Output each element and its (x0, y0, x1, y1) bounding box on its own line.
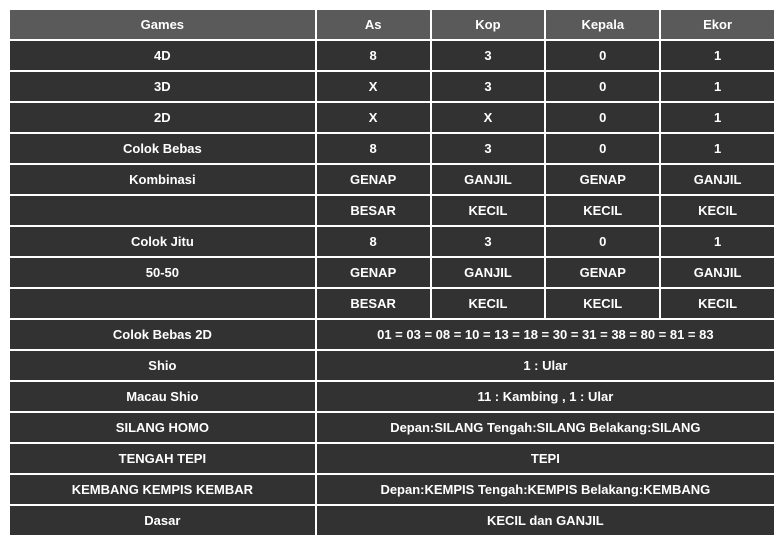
row-span-value: 11 : Kambing , 1 : Ular (317, 382, 774, 411)
row-label: Shio (10, 351, 315, 380)
row-cell: 3 (432, 41, 545, 70)
row-cell: KECIL (546, 289, 659, 318)
table-row-span: Shio1 : Ular (10, 351, 774, 380)
row-label: Colok Bebas 2D (10, 320, 315, 349)
row-cell: GENAP (546, 258, 659, 287)
row-label: 4D (10, 41, 315, 70)
row-cell: KECIL (432, 289, 545, 318)
row-cell: KECIL (546, 196, 659, 225)
row-label: KEMBANG KEMPIS KEMBAR (10, 475, 315, 504)
row-cell: 0 (546, 134, 659, 163)
games-table: Games As Kop Kepala Ekor 4D83013DX3012DX… (8, 8, 776, 537)
header-kepala: Kepala (546, 10, 659, 39)
row-span-value: 1 : Ular (317, 351, 774, 380)
row-cell: 0 (546, 227, 659, 256)
table-row: BESARKECILKECILKECIL (10, 196, 774, 225)
row-cell: 0 (546, 103, 659, 132)
row-label: TENGAH TEPI (10, 444, 315, 473)
row-span-value: Depan:KEMPIS Tengah:KEMPIS Belakang:KEMB… (317, 475, 774, 504)
row-label: 3D (10, 72, 315, 101)
row-cell: BESAR (317, 289, 430, 318)
row-cell: 3 (432, 72, 545, 101)
header-row: Games As Kop Kepala Ekor (10, 10, 774, 39)
row-label: Colok Bebas (10, 134, 315, 163)
row-cell: KECIL (661, 196, 774, 225)
row-cell: GENAP (546, 165, 659, 194)
table-row: 4D8301 (10, 41, 774, 70)
row-label: Macau Shio (10, 382, 315, 411)
row-cell: GANJIL (661, 258, 774, 287)
table-row-span: Macau Shio11 : Kambing , 1 : Ular (10, 382, 774, 411)
table-row: Colok Jitu8301 (10, 227, 774, 256)
row-cell: 0 (546, 41, 659, 70)
row-cell: 1 (661, 72, 774, 101)
row-cell: GANJIL (432, 258, 545, 287)
table-row: 3DX301 (10, 72, 774, 101)
row-label: 2D (10, 103, 315, 132)
row-cell: 0 (546, 72, 659, 101)
row-span-value: KECIL dan GANJIL (317, 506, 774, 535)
table-row-span: KEMBANG KEMPIS KEMBARDepan:KEMPIS Tengah… (10, 475, 774, 504)
table-row-span: Colok Bebas 2D01 = 03 = 08 = 10 = 13 = 1… (10, 320, 774, 349)
header-ekor: Ekor (661, 10, 774, 39)
row-cell: KECIL (661, 289, 774, 318)
row-label (10, 289, 315, 318)
row-span-value: 01 = 03 = 08 = 10 = 13 = 18 = 30 = 31 = … (317, 320, 774, 349)
row-cell: 8 (317, 227, 430, 256)
row-span-value: Depan:SILANG Tengah:SILANG Belakang:SILA… (317, 413, 774, 442)
row-cell: KECIL (432, 196, 545, 225)
table-row: Colok Bebas8301 (10, 134, 774, 163)
row-cell: X (317, 72, 430, 101)
table-body: 4D83013DX3012DXX01Colok Bebas8301Kombina… (10, 41, 774, 535)
row-label: Kombinasi (10, 165, 315, 194)
row-cell: 8 (317, 41, 430, 70)
row-cell: 1 (661, 41, 774, 70)
row-label: SILANG HOMO (10, 413, 315, 442)
row-label: Dasar (10, 506, 315, 535)
table-row: KombinasiGENAPGANJILGENAPGANJIL (10, 165, 774, 194)
table-row-span: TENGAH TEPITEPI (10, 444, 774, 473)
row-cell: 8 (317, 134, 430, 163)
row-cell: GANJIL (661, 165, 774, 194)
row-label (10, 196, 315, 225)
row-label: 50-50 (10, 258, 315, 287)
row-cell: BESAR (317, 196, 430, 225)
table-row: BESARKECILKECILKECIL (10, 289, 774, 318)
table-row: 50-50GENAPGANJILGENAPGANJIL (10, 258, 774, 287)
row-cell: GENAP (317, 258, 430, 287)
row-cell: 1 (661, 227, 774, 256)
row-cell: X (432, 103, 545, 132)
row-cell: 1 (661, 134, 774, 163)
header-kop: Kop (432, 10, 545, 39)
header-games: Games (10, 10, 315, 39)
row-cell: X (317, 103, 430, 132)
table-row-span: DasarKECIL dan GANJIL (10, 506, 774, 535)
row-cell: 3 (432, 227, 545, 256)
row-cell: 1 (661, 103, 774, 132)
row-cell: 3 (432, 134, 545, 163)
row-cell: GANJIL (432, 165, 545, 194)
row-cell: GENAP (317, 165, 430, 194)
table-row-span: SILANG HOMODepan:SILANG Tengah:SILANG Be… (10, 413, 774, 442)
table-row: 2DXX01 (10, 103, 774, 132)
row-label: Colok Jitu (10, 227, 315, 256)
row-span-value: TEPI (317, 444, 774, 473)
header-as: As (317, 10, 430, 39)
